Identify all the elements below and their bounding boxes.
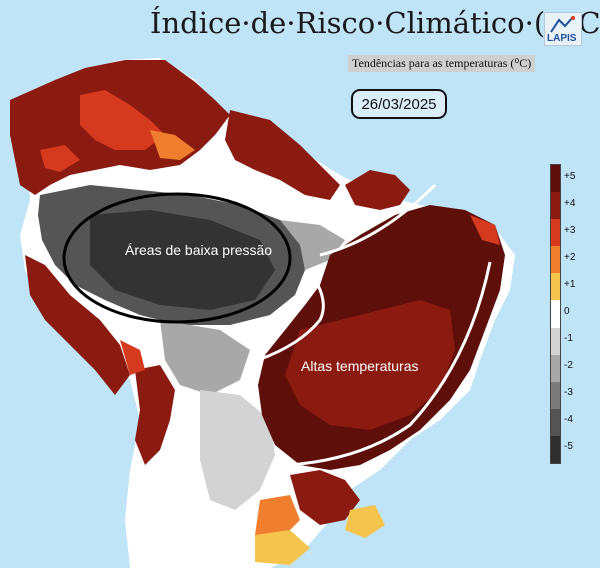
south-brazil-hot-region <box>290 470 360 525</box>
central-gray-band <box>160 320 250 395</box>
logo-text: LAPIS <box>547 33 577 44</box>
southeast-yellow-patch <box>345 505 385 538</box>
low-pressure-label: Áreas de baixa pressão <box>125 242 273 258</box>
legend-swatch <box>551 273 560 301</box>
guianas-hot-region <box>225 110 340 200</box>
low-pressure-gray-edge <box>280 220 345 270</box>
legend-swatch <box>551 354 560 382</box>
legend-swatch <box>551 435 560 463</box>
map-subtitle: Tendências para as temperaturas (⁰C) <box>348 55 536 72</box>
legend-label: -5 <box>564 441 573 453</box>
south-gray-area <box>200 390 275 510</box>
andes-hot-strip <box>25 255 130 395</box>
legend-swatch <box>551 300 560 328</box>
legend-label: +4 <box>564 197 576 209</box>
legend-swatch <box>551 408 560 436</box>
northern-orange-patch <box>150 130 195 160</box>
legend-label: -3 <box>564 387 573 399</box>
date-badge: 26/03/2025 <box>351 89 447 119</box>
legend-label: -2 <box>564 360 573 372</box>
legend-swatch <box>551 327 560 355</box>
low-pressure-dark-core <box>90 210 275 310</box>
high-temperature-label: Altas temperaturas <box>301 358 419 374</box>
legend-swatch <box>551 246 560 274</box>
map-title: Índice·de·Risco·Climático·(IRC) <box>150 6 600 40</box>
logo-graphic-icon <box>550 16 575 33</box>
legend-label: 0 <box>564 306 570 317</box>
low-pressure-ellipse <box>62 192 292 324</box>
lapis-logo: LAPIS <box>544 12 582 46</box>
legend: +5 +4 +3 +2 +1 0 -1 -2 -3 -4 -5 <box>550 164 590 464</box>
legend-swatch <box>551 381 560 409</box>
south-orange-patch <box>255 495 300 540</box>
legend-label: -1 <box>564 333 573 345</box>
high-temperature-boundary-upper <box>319 183 437 257</box>
legend-label: +3 <box>564 224 576 236</box>
legend-swatch <box>551 219 560 247</box>
northern-warm-patch <box>80 90 165 150</box>
legend-color-bar <box>550 164 561 464</box>
south-yellow-patch <box>255 530 310 565</box>
northwest-warm-patch <box>40 145 80 172</box>
northeast-warm-patch <box>470 215 500 245</box>
legend-label: +1 <box>564 278 576 290</box>
high-temperature-boundary-left <box>257 271 325 362</box>
legend-swatch <box>551 165 560 193</box>
andes-warm-patch <box>120 340 145 375</box>
brazil-inner-hot-region <box>285 300 455 430</box>
andes-south-hot-strip <box>135 365 175 465</box>
legend-swatch <box>551 192 560 220</box>
amapa-hot-region <box>345 170 410 210</box>
high-temperature-boundary-right <box>287 261 492 467</box>
legend-label: -4 <box>564 414 573 426</box>
legend-label: +5 <box>564 170 576 182</box>
legend-label: +2 <box>564 251 576 263</box>
